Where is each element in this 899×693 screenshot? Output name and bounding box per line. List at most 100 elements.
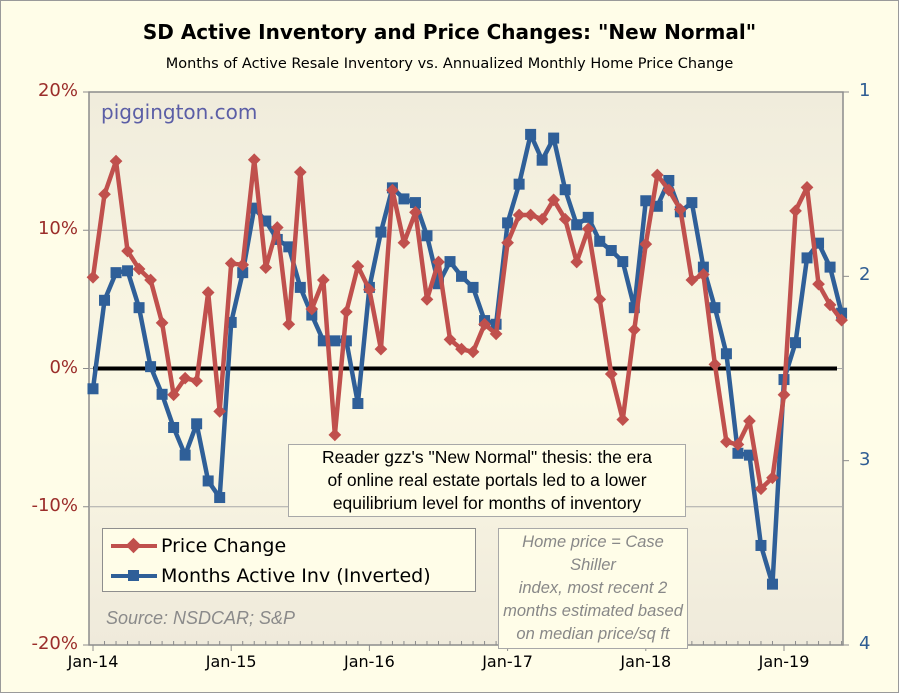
data-point: [178, 371, 192, 385]
y-right-tick-label: 3: [859, 448, 871, 470]
data-point: [144, 273, 157, 287]
data-point: [582, 211, 594, 223]
x-tick-label: Jan-18: [620, 652, 672, 671]
data-point: [720, 348, 732, 360]
data-point: [236, 258, 250, 272]
data-point: [801, 252, 813, 264]
legend-label: Price Change: [161, 535, 287, 557]
data-point: [213, 404, 227, 418]
data-point: [122, 265, 134, 277]
data-point: [167, 388, 180, 402]
data-point: [98, 187, 111, 201]
data-point: [548, 132, 560, 144]
x-tick-label: Jan-17: [482, 652, 533, 671]
legend-line-blue: [111, 570, 157, 581]
data-point: [409, 205, 422, 219]
data-point: [420, 293, 434, 306]
data-point: [225, 316, 237, 328]
data-point: [201, 286, 215, 299]
data-point: [121, 244, 134, 258]
legend-label: Months Active Inv (Inverted): [161, 565, 431, 587]
chart-title: SD Active Inventory and Price Changes: "…: [142, 20, 757, 44]
data-point: [293, 165, 307, 179]
data-point: [605, 245, 617, 257]
x-tick-label: Jan-14: [67, 652, 119, 671]
data-point: [202, 475, 214, 487]
data-point: [443, 333, 457, 346]
data-point: [432, 255, 445, 269]
data-point: [340, 305, 353, 319]
data-point: [259, 261, 273, 274]
x-tick-label: Jan-16: [343, 652, 395, 671]
data-point: [836, 307, 848, 319]
data-point: [328, 428, 342, 442]
x-tick-label: Jan-15: [205, 652, 257, 671]
annotation-line: equilibrium level for months of inventor…: [332, 493, 642, 513]
data-point: [456, 270, 468, 282]
note-line: months estimated based: [503, 602, 683, 620]
note-line: on median price/sq ft: [516, 625, 670, 643]
y-right-tick-label: 2: [859, 264, 871, 286]
data-point: [99, 294, 111, 306]
data-point: [363, 283, 376, 297]
data-point: [305, 302, 319, 316]
data-point: [398, 193, 410, 205]
data-point: [179, 449, 191, 461]
data-point: [766, 578, 778, 590]
legend-item-months-inv: Months Active Inv (Inverted): [103, 562, 431, 590]
series-line: [90, 157, 844, 492]
data-point: [663, 174, 675, 186]
legend-line-red: [111, 537, 157, 554]
data-point: [110, 267, 122, 279]
legend: Price Change Months Active Inv (Inverted…: [102, 528, 476, 592]
series-months-active-inv: [87, 128, 848, 590]
data-point: [489, 327, 503, 341]
data-point: [755, 539, 767, 551]
data-point: [294, 281, 306, 293]
note-line: index, most recent 2: [518, 579, 668, 597]
data-point: [813, 237, 825, 249]
methodology-note: Home price = Case Shiller index, most re…: [498, 528, 688, 649]
data-point: [640, 195, 652, 207]
data-point: [536, 154, 548, 166]
data-point: [502, 217, 514, 229]
square-marker-icon: [128, 570, 139, 581]
y-left-tick-label: -10%: [31, 494, 78, 516]
data-point: [444, 256, 456, 268]
data-point: [317, 335, 329, 347]
data-point: [145, 361, 157, 373]
data-point: [478, 317, 491, 331]
data-point: [397, 236, 411, 250]
data-point: [467, 281, 479, 293]
data-point: [190, 374, 204, 388]
data-point: [109, 154, 123, 168]
data-point: [87, 383, 99, 395]
data-point: [559, 184, 571, 196]
data-point: [156, 388, 168, 400]
data-point: [628, 302, 640, 314]
thesis-annotation: Reader gzz's "New Normal" thesis: the er…: [288, 444, 686, 517]
data-point: [513, 178, 525, 190]
data-point: [375, 226, 387, 238]
data-point: [433, 278, 444, 290]
note-line: Home price = Case Shiller: [522, 533, 664, 574]
data-point: [316, 273, 330, 287]
y-left-tick-label: -20%: [31, 633, 78, 654]
data-point: [155, 316, 169, 330]
y-right-tick-label: 1: [859, 80, 871, 101]
data-point: [466, 345, 480, 359]
data-point: [697, 261, 709, 273]
data-point: [501, 236, 514, 250]
data-point: [329, 335, 341, 347]
y-right-tick-label: 4: [859, 633, 871, 654]
data-point: [409, 197, 421, 209]
legend-item-price-change: Price Change: [103, 532, 286, 560]
data-point: [168, 421, 180, 433]
data-point: [571, 219, 583, 231]
y-left-tick-label: 0%: [49, 356, 78, 378]
data-point: [790, 337, 802, 349]
data-point: [651, 200, 663, 212]
data-point: [455, 342, 468, 356]
annotation-line: Reader gzz's "New Normal" thesis: the er…: [322, 447, 652, 467]
data-point: [340, 335, 352, 347]
